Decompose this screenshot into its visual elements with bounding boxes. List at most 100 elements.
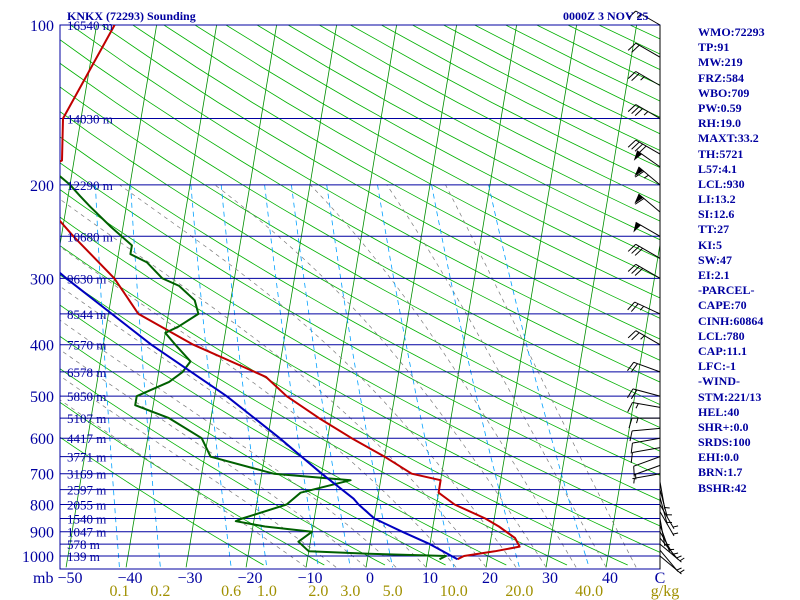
mixing-ratio-line (130, 184, 161, 568)
sounding-index: LI:13.2 (698, 192, 736, 207)
isotherm-line (185, 25, 277, 568)
sounding-index: -PARCEL- (698, 283, 755, 298)
height-label: 16540 m (67, 18, 113, 33)
temperature-tick-label: −20 (237, 570, 262, 587)
sounding-index: SRDS:100 (698, 435, 751, 450)
sounding-index: WBO:709 (698, 85, 750, 100)
mixing-ratio-line (95, 184, 120, 568)
dry-adiabat-line (194, 25, 660, 279)
wind-barb (630, 447, 661, 463)
wind-barb (627, 10, 661, 26)
height-label: 12290 m (67, 178, 113, 193)
dry-adiabat-line (60, 86, 660, 428)
temperature-tick-label: 40 (602, 570, 618, 587)
wind-barb (634, 193, 661, 213)
isotherm-line (605, 242, 660, 568)
pressure-label: 700 (30, 467, 54, 484)
mixing-ratio-line (377, 184, 455, 568)
dry-adiabat-line (60, 436, 264, 566)
sounding-index: CAP:11.1 (698, 343, 747, 358)
moist-adiabat-line (309, 184, 577, 568)
isotherm-line (485, 25, 577, 568)
dry-adiabat-line (132, 25, 660, 319)
dry-adiabat-line (225, 25, 660, 260)
moist-adiabat-line (60, 285, 427, 568)
height-label: 5107 m (67, 411, 106, 426)
height-label: 8544 m (67, 307, 106, 322)
height-label: 2055 m (67, 498, 106, 513)
mixing-ratio-unit: g/kg (651, 583, 679, 600)
height-label: 139 m (67, 549, 100, 564)
wind-barb (627, 71, 661, 86)
sounding-index: LCL:930 (698, 176, 745, 191)
dry-adiabat-line (60, 39, 660, 383)
sounding-index: LFC:-1 (698, 359, 736, 374)
sounding-time: 0000Z 3 NOV 25 (563, 9, 649, 23)
dry-adiabat-line (60, 189, 660, 527)
moist-adiabat-lines (60, 184, 637, 568)
wind-barb (659, 497, 672, 525)
sounding-index: KI:5 (698, 237, 722, 252)
wind-barb (633, 464, 661, 480)
temperature-tick-label: −30 (177, 570, 202, 587)
height-label: 3771 m (67, 450, 106, 465)
height-label: 14030 m (67, 112, 113, 127)
mixing-ratio-label: 1.0 (257, 583, 277, 600)
dry-adiabat-line (60, 62, 660, 406)
wind-barb (627, 243, 661, 259)
temperature-unit: C (655, 570, 666, 587)
wind-barb (632, 473, 661, 484)
wind-barb (634, 166, 661, 186)
moist-adiabat-line (60, 198, 487, 568)
sounding-index: -WIND- (698, 374, 740, 389)
mixing-ratio-label: 10.0 (440, 583, 468, 600)
sounding-index: SHR+:0.0 (698, 419, 749, 434)
wind-barb (627, 402, 661, 413)
sounding-indices: WMO:72293 TP:91 MW:219 FRZ:584 WBO:709 PW:0.5… (698, 25, 798, 496)
wind-barb (627, 263, 661, 279)
pressure-label: 1000 (22, 549, 54, 566)
height-label: 1047 m (67, 525, 106, 540)
isotherm-line (425, 25, 517, 568)
sounding-index: TT:27 (698, 222, 730, 237)
moist-adiabat-line (60, 349, 367, 568)
wind-barbs (627, 10, 685, 575)
wind-barb (629, 427, 661, 442)
mixing-ratio-line (326, 184, 393, 568)
moist-adiabat-line (60, 375, 337, 568)
dry-adiabat-line (60, 162, 660, 501)
moist-adiabat-line (60, 246, 457, 568)
sounding-index: SW:47 (698, 252, 733, 267)
pressure-label: 500 (30, 389, 54, 406)
sounding-index: EI:2.1 (698, 268, 730, 282)
height-label: 4417 m (67, 431, 106, 446)
height-label: 3169 m (67, 467, 106, 482)
sounding-index: TP:91 (698, 40, 730, 55)
height-label: 10680 m (67, 229, 113, 244)
mixing-ratio-line (264, 184, 319, 568)
mixing-ratio-label: 3.0 (340, 583, 360, 600)
dry-adiabat-line (60, 304, 507, 566)
dry-adiabat-line (60, 335, 446, 566)
moist-adiabat-line (60, 399, 307, 568)
sounding-index: LCL:780 (698, 328, 745, 343)
wind-barb (627, 330, 661, 346)
temperature-tick-label: −40 (117, 570, 142, 587)
axis-labels: 0.1 0.2 0.6 1.0 2.0 3.0 5.0 10.0 20.0 40.0 g/kg100… (22, 18, 679, 600)
sounding-index: PW:0.59 (698, 100, 742, 115)
sounding-index: L57:4.1 (698, 161, 737, 176)
moist-adiabat-line (119, 184, 517, 568)
dry-adiabat-line (60, 401, 325, 566)
isobar-lines (59, 24, 661, 570)
dry-adiabat-line (60, 111, 660, 452)
temperature-tick-label: 30 (542, 570, 558, 587)
mixing-ratio-line (488, 184, 590, 568)
wind-barb (627, 104, 661, 119)
wind-barb (659, 549, 682, 572)
mixing-ratio-lines (95, 184, 590, 568)
sounding-series (60, 25, 521, 561)
sounding-index: MAXT:33.2 (698, 131, 759, 146)
dry-adiabat-line (70, 25, 660, 361)
